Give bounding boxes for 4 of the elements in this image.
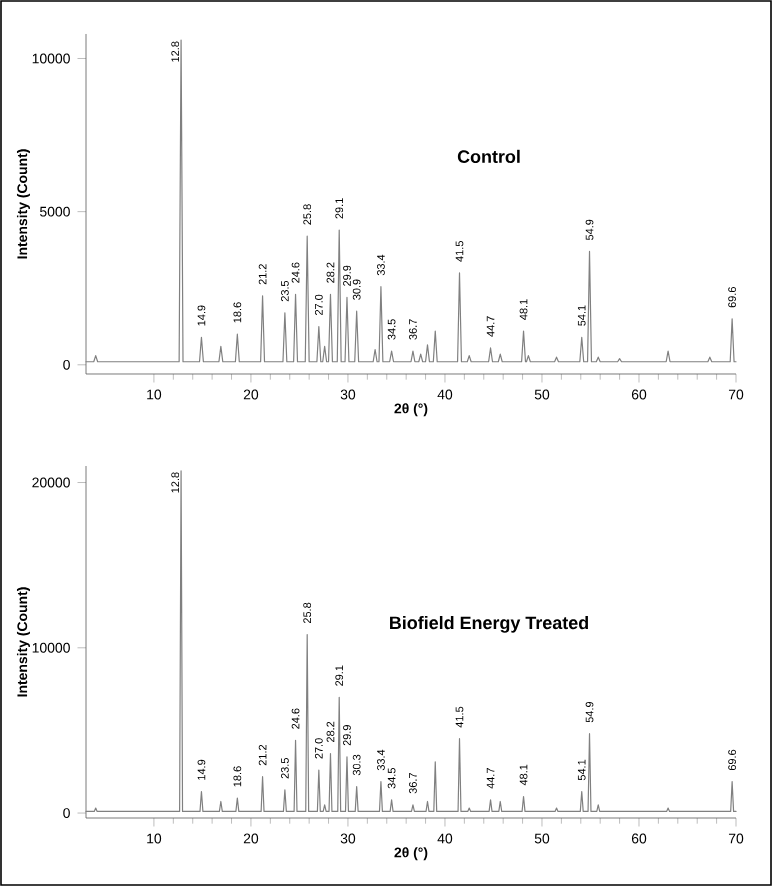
line-series [85, 470, 737, 812]
text: Control [457, 149, 520, 163]
line-series [85, 39, 737, 363]
text: Biofield Energy Treated [390, 616, 588, 633]
